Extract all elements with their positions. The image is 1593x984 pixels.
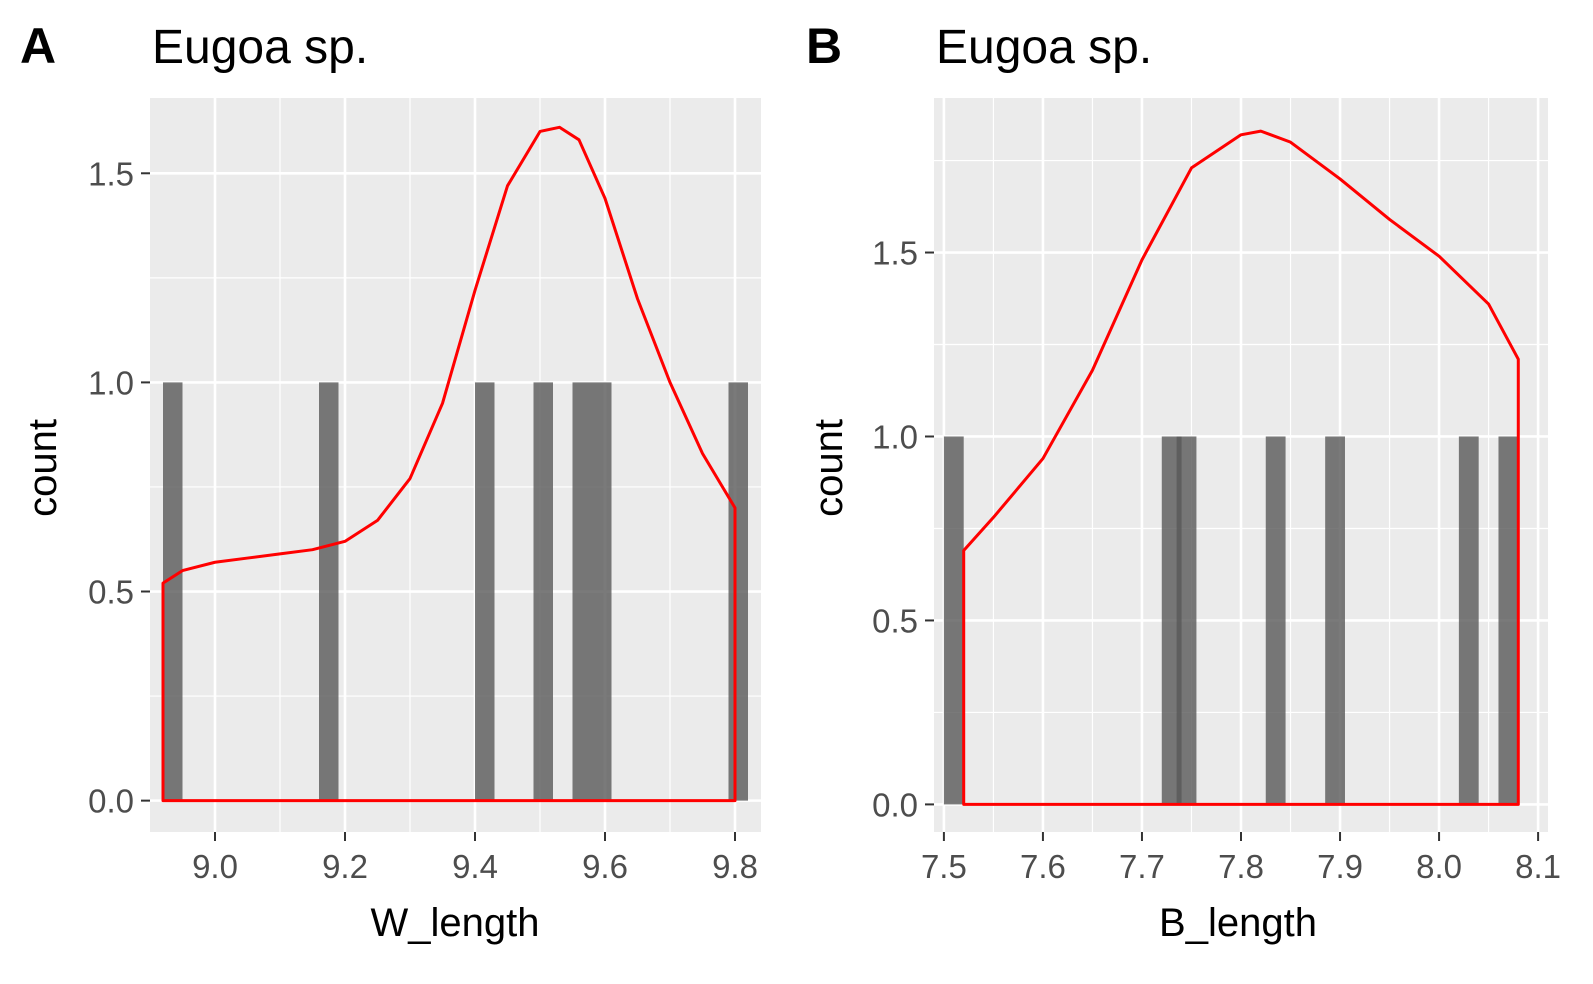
y-tick-label: 1.5	[88, 155, 134, 192]
panel-b-y-axis: 0.0 0.5 1.0 1.5	[872, 235, 934, 823]
panel-a-title: Eugoa sp.	[152, 21, 368, 74]
panel-b: B Eugoa sp. 7.5 7.6 7.7 7.8 7.9 8.0 8.1 0.0 0.5…	[806, 18, 1561, 945]
histogram-bar	[1176, 436, 1197, 805]
panel-b-y-axis-title: count	[807, 419, 851, 517]
histogram-bar	[1498, 436, 1519, 805]
histogram-bar	[163, 382, 183, 801]
x-tick-label: 8.0	[1416, 848, 1462, 885]
panel-a: A Eugoa sp. 9.0 9.2 9.4 9.6 9.8 0.0 0.5 1.0 1.5…	[20, 18, 761, 945]
y-tick-label: 1.5	[872, 235, 918, 272]
x-tick-label: 7.5	[921, 848, 967, 885]
x-tick-label: 7.6	[1020, 848, 1066, 885]
x-tick-label: 9.4	[452, 848, 498, 885]
histogram-bar	[592, 382, 612, 801]
panel-b-x-axis: 7.5 7.6 7.7 7.8 7.9 8.0 8.1	[921, 832, 1561, 885]
y-tick-label: 1.0	[872, 418, 918, 455]
histogram-bar	[319, 382, 339, 801]
y-tick-label: 0.5	[88, 574, 134, 611]
histogram-bar	[1265, 436, 1286, 805]
histogram-bar	[572, 382, 592, 801]
panel-a-x-axis-title: W_length	[371, 901, 540, 945]
y-tick-label: 1.0	[88, 364, 134, 401]
panel-b-density-line	[962, 129, 1520, 806]
y-tick-label: 0.5	[872, 602, 918, 639]
panel-a-density-line	[161, 125, 737, 803]
panel-a-bars	[163, 382, 748, 801]
panel-b-letter: B	[806, 18, 842, 74]
x-tick-label: 7.8	[1218, 848, 1264, 885]
x-tick-label: 9.8	[712, 848, 758, 885]
histogram-bar	[1161, 436, 1182, 805]
histogram-bar	[533, 382, 553, 801]
panel-b-bars	[943, 436, 1519, 805]
histogram-bar	[475, 382, 495, 801]
panel-a-y-axis-title: count	[21, 419, 65, 517]
panel-a-plot-background	[150, 98, 761, 832]
panel-b-title: Eugoa sp.	[936, 21, 1152, 74]
y-tick-label: 0.0	[88, 783, 134, 820]
panel-b-x-axis-title: B_length	[1159, 901, 1317, 945]
histogram-bar	[1325, 436, 1345, 805]
panel-a-letter: A	[20, 18, 56, 74]
y-tick-label: 0.0	[872, 786, 918, 823]
x-tick-label: 9.0	[192, 848, 238, 885]
x-tick-label: 9.6	[582, 848, 628, 885]
panel-a-x-axis: 9.0 9.2 9.4 9.6 9.8	[192, 832, 758, 885]
x-tick-label: 9.2	[322, 848, 368, 885]
panel-a-y-axis: 0.0 0.5 1.0 1.5	[88, 155, 150, 820]
x-tick-label: 8.1	[1515, 848, 1561, 885]
histogram-bar	[943, 436, 964, 805]
histogram-bar	[728, 382, 748, 801]
histogram-bar	[1458, 436, 1479, 805]
x-tick-label: 7.9	[1317, 848, 1363, 885]
x-tick-label: 7.7	[1119, 848, 1165, 885]
